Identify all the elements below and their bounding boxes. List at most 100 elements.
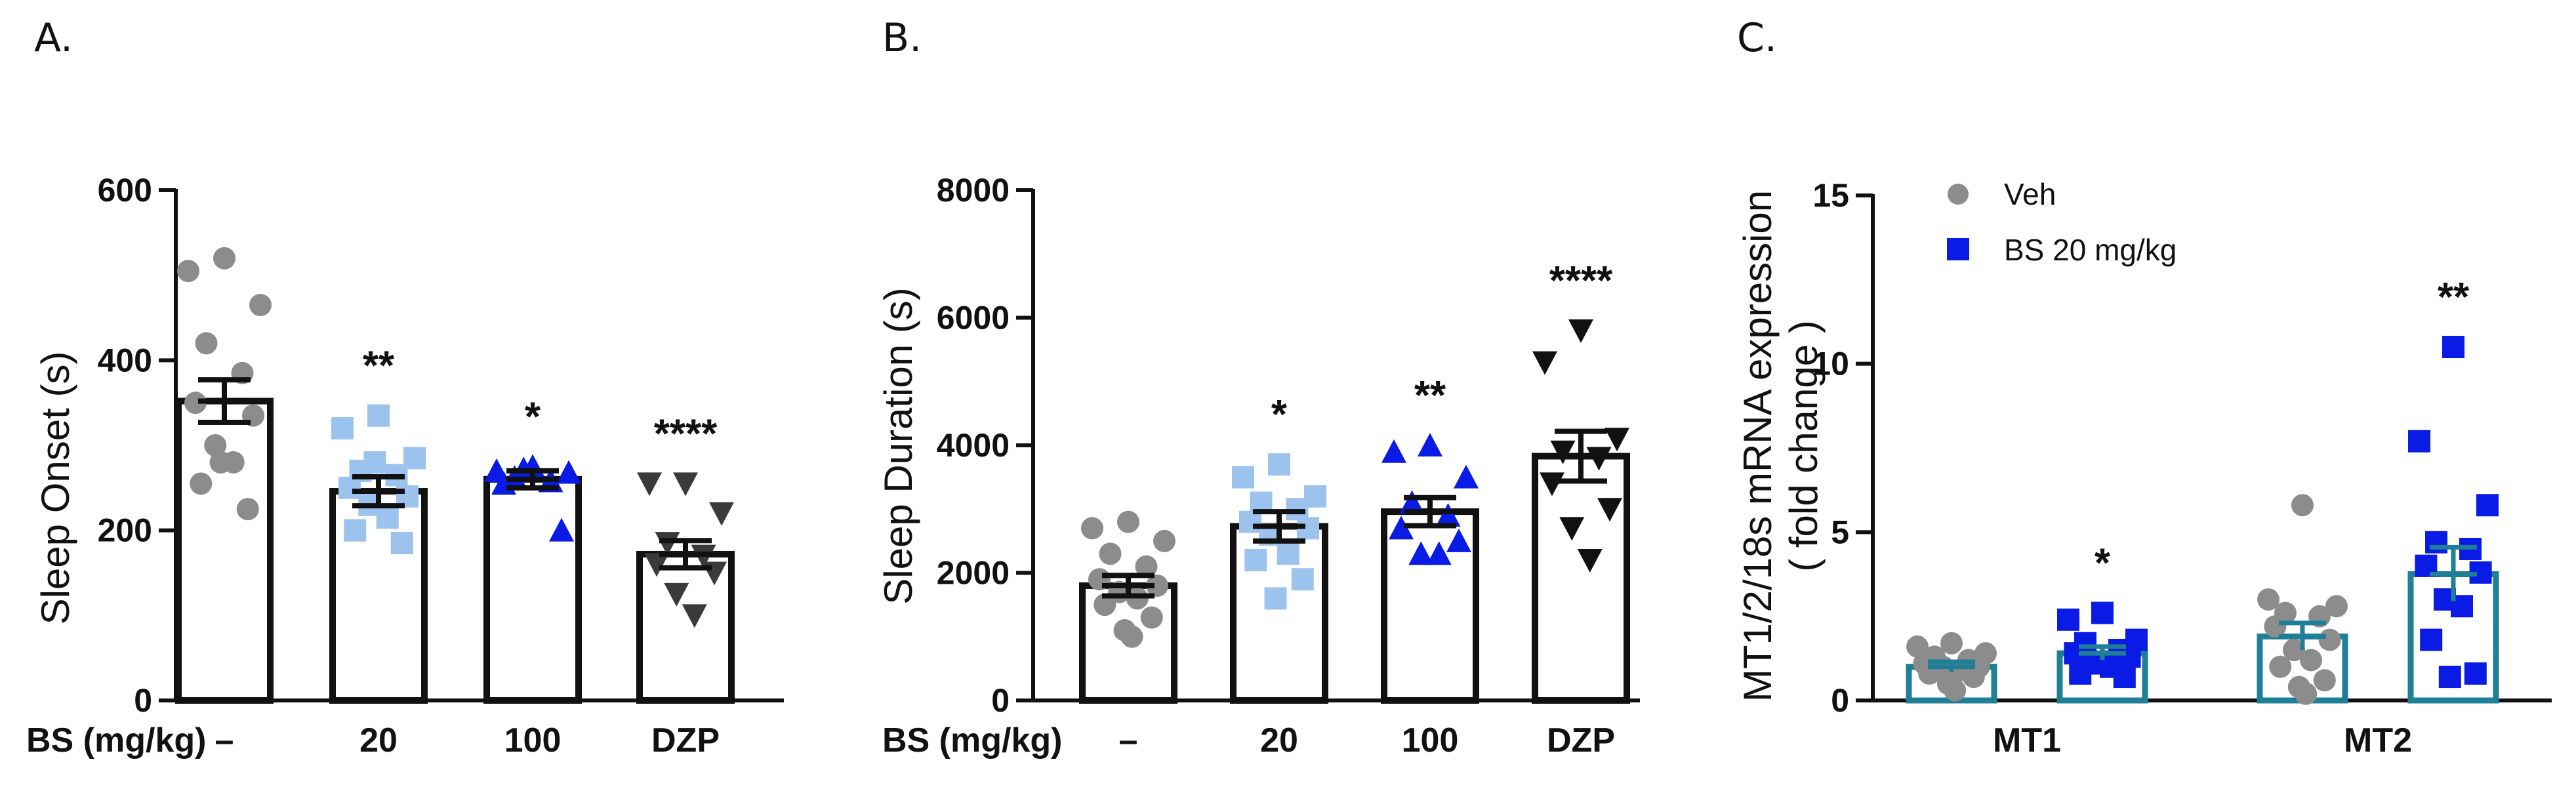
legend-bs-marker	[1947, 238, 1969, 260]
panel-a-point	[331, 417, 354, 440]
panel-b-point	[1399, 490, 1425, 514]
panel-c-significance: **	[2438, 275, 2470, 320]
panel-b-ytick-label: 0	[991, 682, 1010, 719]
panel-c-point	[2420, 628, 2443, 651]
panel-b-point	[1540, 472, 1564, 496]
panel-a-point	[644, 553, 669, 577]
panel-a-point	[213, 247, 235, 270]
panel-a-point	[549, 517, 574, 542]
panel-c-point	[1940, 632, 1963, 655]
panel-b-point	[1435, 502, 1461, 527]
panel-c-point	[2091, 601, 2114, 624]
panel-c-point	[2476, 494, 2499, 517]
panel-b-point	[1418, 433, 1442, 456]
panel-b-point	[1605, 428, 1629, 452]
panel-a-bar	[483, 475, 582, 704]
panel-b-point	[1408, 541, 1434, 565]
panel-a-point	[249, 294, 272, 317]
panel-c-ylabel-2: ( fold change )	[1782, 320, 1826, 572]
panel-b-xlabel: BS (mg/kg)	[882, 721, 1062, 759]
panel-b-bar	[1532, 453, 1630, 704]
panel-a-point	[367, 404, 390, 427]
panel-b-ytick-label: 8000	[937, 172, 1010, 209]
panel-a-point	[376, 506, 399, 529]
panel-b-point	[1140, 606, 1163, 629]
panel-a-point	[673, 472, 698, 496]
panel-a-point	[655, 532, 680, 556]
panel-a-significance: ****	[654, 411, 718, 456]
panel-c-point	[2257, 588, 2280, 611]
panel-b-significance: **	[1414, 373, 1446, 418]
panel-c-ytick-label: 5	[1831, 514, 1849, 550]
panel-b-point	[1094, 594, 1116, 617]
panel-b-point	[1291, 568, 1314, 591]
panel-b-point	[1264, 587, 1287, 610]
legend-veh-label: Veh	[2004, 177, 2056, 211]
panel-a-category-label: 20	[359, 721, 398, 759]
panel-a: A. Sleep Onset (s) BS (mg/kg) 0 200 400 600…	[26, 15, 784, 759]
panel-a-point	[709, 502, 734, 526]
panel-b-point	[1577, 549, 1603, 573]
panel-c-point	[2269, 655, 2292, 678]
panel-c-point	[2442, 336, 2464, 358]
panel-b-point	[1426, 541, 1452, 565]
panel-c-point	[2464, 662, 2487, 685]
panel-c-point	[2291, 494, 2314, 517]
panel-c-group-label: MT1	[1993, 721, 2061, 759]
panel-b-point	[1389, 516, 1414, 540]
panel-b-point	[1232, 466, 1254, 489]
panel-b-point	[1120, 625, 1143, 648]
panel-a-xlabel: BS (mg/kg)	[26, 721, 206, 759]
panel-a-ytick-label: 400	[98, 342, 152, 378]
panel-b-point	[1532, 351, 1557, 375]
panel-b-point	[1153, 529, 1176, 552]
panel-b-ytick-label: 6000	[937, 300, 1010, 336]
panel-a-label: A.	[34, 15, 73, 61]
panel-c-point	[2283, 639, 2305, 661]
panel-a-point	[177, 260, 199, 283]
panel-b-point	[1135, 555, 1158, 578]
panel-b-point	[1454, 464, 1479, 489]
panel-b-ylabel: Sleep Duration (s)	[876, 287, 920, 605]
legend-bs-label: BS 20 mg/kg	[2004, 233, 2177, 267]
panel-b-ytick-label: 2000	[937, 555, 1010, 592]
panel-b-point	[1597, 498, 1622, 522]
panel-b-point	[1568, 319, 1593, 343]
panel-b-point	[1559, 517, 1585, 541]
panel-a-point	[556, 460, 581, 484]
panel-b-category-label: DZP	[1547, 721, 1615, 759]
panel-a-category-label: –	[215, 721, 234, 759]
panel-c-point	[2295, 682, 2318, 705]
panel-b-point	[1550, 440, 1576, 464]
panel-a-point	[363, 451, 386, 474]
panel-c-ytick-label: 10	[1812, 346, 1849, 382]
panel-a-point	[184, 392, 207, 415]
panel-a-ytick-label: 200	[98, 512, 152, 549]
panel-b-significance: ****	[1549, 258, 1613, 304]
panel-a-point	[390, 532, 413, 555]
panel-c-point	[2318, 628, 2341, 651]
panel-a-point	[637, 472, 662, 496]
panel-a-significance: *	[525, 394, 541, 439]
panel-a-category-label: DZP	[651, 721, 720, 759]
panel-c-point	[1906, 635, 1929, 658]
panel-a-ytick-label: 600	[98, 172, 152, 209]
panel-b-point	[1099, 542, 1122, 565]
panel-b-category-label: 20	[1260, 721, 1298, 759]
panel-c-point	[2057, 608, 2079, 631]
panel-c-point	[2408, 430, 2430, 453]
panel-b-point	[1081, 517, 1103, 540]
panel-b-point	[1146, 574, 1168, 597]
panel-a-ytick-label: 0	[134, 682, 152, 719]
panel-a-point	[664, 582, 689, 607]
panel-b-ytick-label: 4000	[937, 427, 1010, 464]
panel-a-point	[209, 451, 232, 474]
panel-c-point	[2118, 645, 2141, 668]
panel-c-point	[2113, 666, 2136, 689]
panel-b-point	[1117, 510, 1139, 533]
panel-b-point	[1277, 542, 1299, 565]
panel-c-ytick-label: 15	[1812, 177, 1849, 214]
panel-b-category-label: –	[1119, 721, 1138, 759]
panel-b-category-label: 100	[1402, 721, 1459, 759]
